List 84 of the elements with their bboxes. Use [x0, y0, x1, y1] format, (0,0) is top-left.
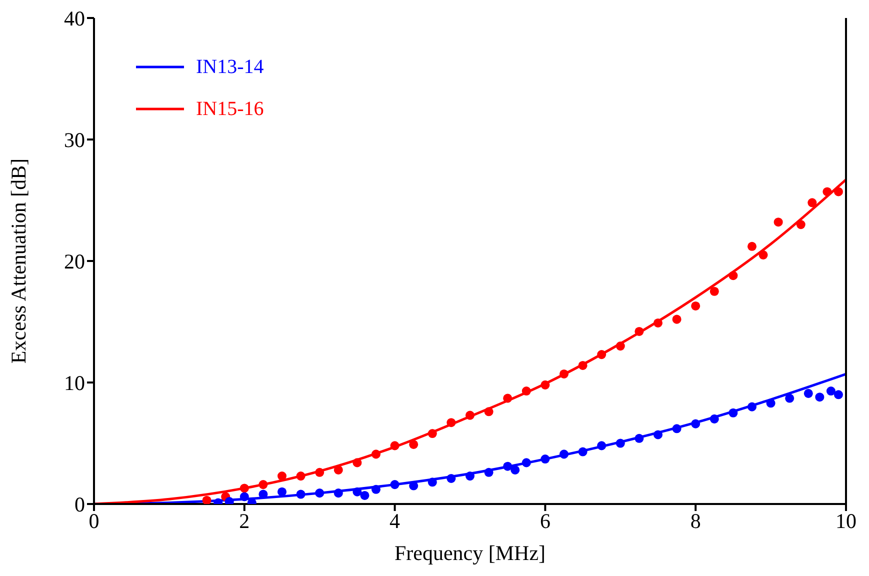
point: [428, 429, 437, 438]
point: [296, 490, 306, 499]
y-axis-title: Excess Attenuation [dB]: [6, 158, 30, 364]
y-tick-label: 10: [64, 370, 85, 395]
point: [428, 478, 437, 487]
point: [804, 388, 813, 398]
point: [747, 402, 757, 412]
point: [634, 326, 644, 336]
point: [371, 484, 381, 494]
point: [728, 271, 738, 280]
point: [510, 465, 520, 474]
point: [691, 301, 700, 310]
point: [465, 410, 475, 420]
point: [315, 488, 324, 498]
point: [774, 218, 783, 227]
point: [202, 496, 212, 504]
point: [796, 220, 806, 230]
point: [634, 434, 644, 443]
point: [277, 487, 287, 496]
legend-label: IN15-16: [196, 98, 264, 120]
point: [390, 480, 400, 490]
legend-label: IN13-14: [196, 56, 264, 78]
point: [559, 369, 569, 378]
point: [578, 360, 588, 370]
point: [446, 474, 456, 483]
point: [710, 286, 719, 296]
point: [446, 418, 456, 428]
x-tick-label: 4: [390, 508, 401, 533]
point: [390, 441, 400, 450]
point: [484, 407, 494, 416]
point: [352, 487, 362, 496]
point: [578, 447, 588, 456]
point: [258, 490, 268, 499]
point: [465, 472, 475, 481]
point: [360, 490, 370, 500]
point: [315, 468, 324, 477]
x-tick-label: 6: [540, 508, 550, 533]
point: [371, 450, 381, 459]
point: [540, 454, 550, 464]
y-tick-label: 30: [64, 128, 85, 152]
point: [691, 419, 700, 428]
point: [822, 187, 832, 196]
point: [672, 314, 682, 324]
x-tick-label: 8: [690, 508, 701, 533]
point: [522, 458, 531, 468]
point: [559, 450, 569, 459]
point: [296, 472, 306, 481]
point: [409, 440, 418, 449]
point: [826, 386, 836, 396]
point: [728, 408, 738, 418]
point: [258, 480, 268, 490]
x-tick-label: 10: [836, 508, 856, 533]
point: [653, 318, 663, 328]
y-tick-label: 20: [64, 249, 85, 274]
x-tick-label: 2: [239, 508, 250, 533]
point: [334, 465, 343, 474]
point: [616, 342, 625, 351]
point: [672, 424, 682, 434]
point: [808, 198, 817, 208]
point: [597, 350, 606, 360]
y-tick-label: 40: [64, 6, 85, 30]
point: [540, 380, 550, 390]
point: [747, 242, 757, 251]
point: [522, 386, 531, 396]
point: [334, 488, 343, 498]
point: [277, 472, 287, 481]
point: [815, 392, 824, 402]
point: [240, 492, 249, 502]
point: [616, 438, 625, 448]
point: [653, 430, 663, 440]
point: [834, 187, 843, 196]
point: [240, 484, 249, 493]
point: [834, 390, 843, 400]
point: [503, 462, 512, 471]
point: [597, 441, 606, 450]
point: [484, 468, 494, 477]
point: [710, 414, 719, 424]
x-axis-title: Frequency [MHz]: [394, 541, 546, 565]
point: [785, 394, 794, 403]
y-tick-label: 0: [74, 492, 85, 516]
point: [503, 394, 512, 403]
point: [352, 458, 362, 468]
point: [758, 250, 768, 260]
point: [766, 398, 776, 408]
